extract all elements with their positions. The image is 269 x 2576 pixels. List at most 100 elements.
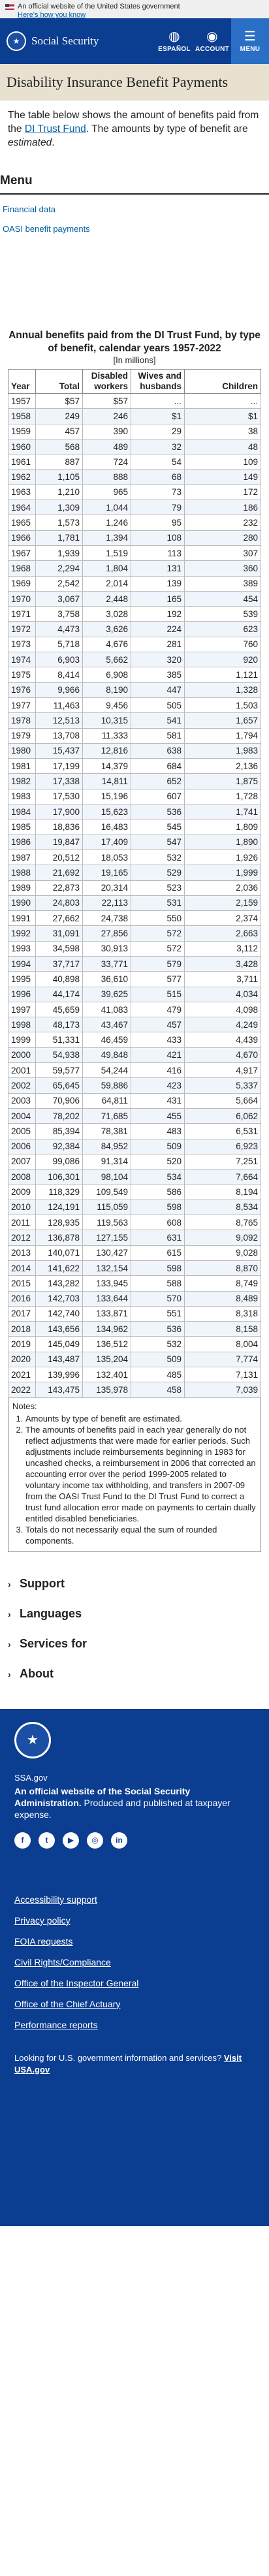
accordion-services-for[interactable]: › Services for <box>8 1629 261 1659</box>
cell-total: 142,703 <box>35 1290 83 1307</box>
table-row: 1962 1,105 888 68 149 <box>8 469 261 485</box>
chief-actuary-link[interactable]: Office of the Chief Actuary <box>14 1998 121 2009</box>
cell-children: 623 <box>184 621 261 637</box>
instagram-icon[interactable]: ◎ <box>87 1832 103 1849</box>
cell-disabled-workers: 54,244 <box>82 1062 131 1079</box>
cell-children: 1,809 <box>184 819 261 835</box>
how-you-know-link[interactable]: Here's how you know <box>18 11 86 20</box>
cell-total: 21,692 <box>35 865 83 881</box>
usa-gov-link[interactable]: Visit USA.gov <box>14 2052 242 2075</box>
cell-year: 1965 <box>8 515 36 531</box>
cell-wives-husbands: 520 <box>131 1153 185 1170</box>
civil-rights-link[interactable]: Civil Rights/Compliance <box>14 1956 111 1967</box>
cell-children: 6,062 <box>184 1107 261 1124</box>
site-logo[interactable]: ★ Social Security <box>7 31 155 51</box>
page-title-bar: Disability Insurance Benefit Payments <box>0 64 269 101</box>
cell-wives-husbands: 433 <box>131 1032 185 1048</box>
espanol-button[interactable]: ◍ ESPAÑOL <box>155 18 193 64</box>
cell-year: 1976 <box>8 682 36 698</box>
cell-total: 92,384 <box>35 1138 83 1154</box>
inspector-general-link[interactable]: Office of the Inspector General <box>14 1977 139 1988</box>
cell-year: 2019 <box>8 1336 36 1352</box>
cell-disabled-workers: 46,459 <box>82 1032 131 1048</box>
performance-reports-link[interactable]: Performance reports <box>14 2019 98 2030</box>
cell-disabled-workers: 3,626 <box>82 621 131 637</box>
privacy-link[interactable]: Privacy policy <box>14 1915 71 1926</box>
cell-wives-husbands: 586 <box>131 1184 185 1200</box>
accessibility-link[interactable]: Accessibility support <box>14 1894 97 1905</box>
accordion-languages[interactable]: › Languages <box>8 1599 261 1629</box>
cell-disabled-workers: 1,394 <box>82 530 131 546</box>
cell-wives-husbands: 416 <box>131 1062 185 1079</box>
cell-disabled-workers: 133,945 <box>82 1275 131 1292</box>
cell-total: 12,513 <box>35 712 83 729</box>
cell-wives-husbands: 598 <box>131 1260 185 1277</box>
cell-total: 3,758 <box>35 606 83 622</box>
di-trust-fund-link[interactable]: DI Trust Fund <box>24 123 86 135</box>
cell-year: 1990 <box>8 895 36 912</box>
table-row: 1963 1,210 965 73 172 <box>8 484 261 501</box>
table-row: 1957 $57 $57...... <box>8 392 261 409</box>
cell-children: 48 <box>184 438 261 455</box>
globe-icon: ◍ <box>168 29 180 44</box>
cell-wives-husbands: 447 <box>131 682 185 698</box>
cell-year: 1992 <box>8 925 36 942</box>
cell-total: 141,622 <box>35 1260 83 1277</box>
cell-children: 7,774 <box>184 1351 261 1368</box>
cell-children: 4,098 <box>184 1001 261 1018</box>
cell-disabled-workers: 132,154 <box>82 1260 131 1277</box>
menu-section: Menu Financial data OASI benefit payment… <box>0 166 269 329</box>
cell-total: 31,091 <box>35 925 83 942</box>
accordion-about[interactable]: › About <box>8 1659 261 1689</box>
facebook-icon[interactable]: f <box>14 1832 31 1849</box>
account-button[interactable]: ◉ ACCOUNT <box>193 18 231 64</box>
cell-wives-husbands: 165 <box>131 590 185 607</box>
cell-year: 1962 <box>8 469 36 485</box>
twitter-icon[interactable]: t <box>39 1832 55 1849</box>
cell-year: 1975 <box>8 667 36 683</box>
cell-total: 17,530 <box>35 788 83 805</box>
oasi-benefit-payments-link[interactable]: OASI benefit payments <box>3 224 90 234</box>
benefits-table-section: Annual benefits paid from the DI Trust F… <box>0 329 269 1552</box>
ssa-seal-icon: ★ <box>7 31 26 51</box>
accordion-support[interactable]: › Support <box>8 1569 261 1599</box>
menu-button[interactable]: ☰ MENU <box>231 18 269 64</box>
usa-gov-text: Looking for U.S. government information … <box>14 2052 259 2076</box>
cell-total: 99,086 <box>35 1153 83 1170</box>
cell-year: 1963 <box>8 484 36 501</box>
cell-total: 54,938 <box>35 1047 83 1064</box>
cell-children: 539 <box>184 606 261 622</box>
cell-total: 142,740 <box>35 1305 83 1322</box>
cell-children: 8,765 <box>184 1215 261 1231</box>
table-row: 2009 118,329 109,549 586 8,194 <box>8 1184 261 1200</box>
cell-children: 7,039 <box>184 1382 261 1398</box>
cell-total: 15,437 <box>35 742 83 759</box>
cell-children: 4,034 <box>184 986 261 1002</box>
cell-total: 85,394 <box>35 1123 83 1139</box>
cell-total: 9,966 <box>35 682 83 698</box>
cell-disabled-workers: 888 <box>82 469 131 485</box>
cell-disabled-workers: 965 <box>82 484 131 501</box>
cell-disabled-workers: 390 <box>82 423 131 439</box>
cell-year: 1961 <box>8 454 36 470</box>
cell-total: 78,202 <box>35 1107 83 1124</box>
youtube-icon[interactable]: ▶ <box>63 1832 79 1849</box>
cell-disabled-workers: 30,913 <box>82 940 131 957</box>
cell-children: 38 <box>184 423 261 439</box>
foia-link[interactable]: FOIA requests <box>14 1935 73 1947</box>
cell-wives-husbands: 536 <box>131 804 185 820</box>
table-row: 1968 2,294 1,804 131 360 <box>8 560 261 577</box>
footer-ssa: SSA.gov <box>14 1772 48 1783</box>
cell-year: 1974 <box>8 652 36 668</box>
cell-year: 2020 <box>8 1351 36 1368</box>
cell-children: 8,749 <box>184 1275 261 1292</box>
cell-children: 5,337 <box>184 1077 261 1094</box>
cell-disabled-workers: 489 <box>82 438 131 455</box>
cell-total: 568 <box>35 438 83 455</box>
cell-children: 1,328 <box>184 682 261 698</box>
cell-total: 1,939 <box>35 545 83 562</box>
linkedin-icon[interactable]: in <box>111 1832 127 1849</box>
financial-data-link[interactable]: Financial data <box>3 204 55 214</box>
social-links: f t ▶ ◎ in <box>14 1832 259 1849</box>
cell-disabled-workers: 49,848 <box>82 1047 131 1064</box>
